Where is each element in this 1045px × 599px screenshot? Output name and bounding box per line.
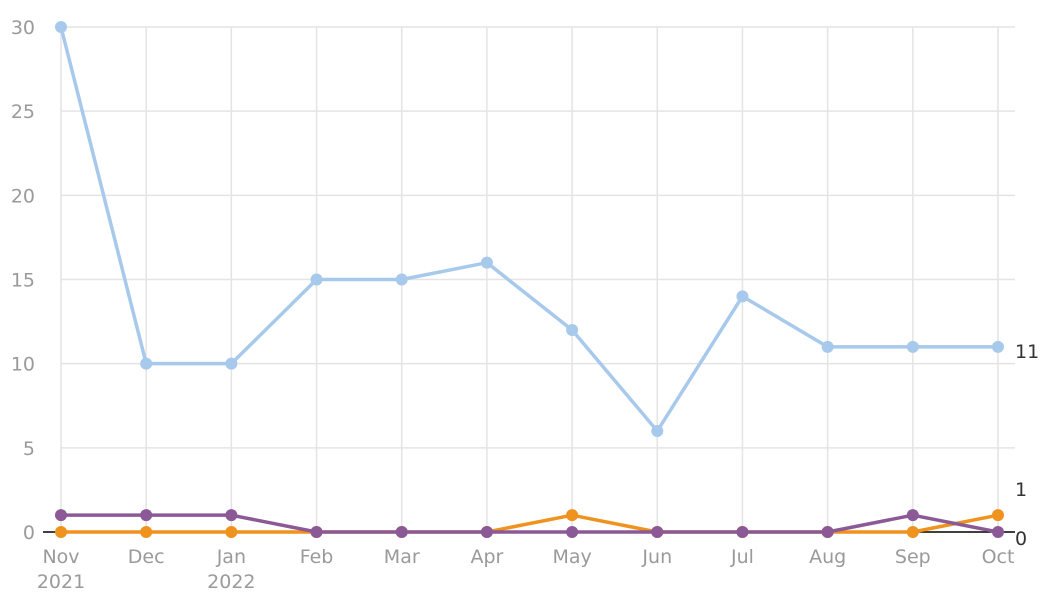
data-point (651, 526, 664, 538)
y-tick-label: 15 (11, 270, 35, 292)
data-point (992, 526, 1004, 538)
x-tick-label: Feb (300, 546, 334, 568)
x-tick-label: Apr (470, 546, 503, 568)
y-axis-ticks: 0 5 10 15 20 25 30 (11, 17, 35, 544)
y-tick-label: 5 (23, 438, 35, 460)
data-point (906, 526, 919, 538)
y-tick-label: 25 (11, 101, 35, 123)
x-tick-label: Nov (42, 546, 79, 568)
data-point (566, 526, 579, 538)
data-point (480, 256, 493, 269)
grid (60, 26, 1015, 532)
data-point (55, 509, 67, 522)
end-value-label: 1 (1015, 479, 1027, 501)
x-axis-ticks: Nov 2021 Dec Jan 2022 Feb Mar Apr May Jun Jul Aug Se… (37, 546, 1015, 593)
data-point (140, 357, 153, 370)
y-tick-label: 10 (11, 354, 35, 376)
data-point (310, 526, 323, 538)
data-point (395, 526, 408, 538)
data-point (821, 340, 834, 353)
data-point (736, 290, 749, 303)
series-1 (55, 21, 1004, 437)
data-point (566, 324, 579, 336)
data-point (140, 509, 153, 522)
data-point (992, 509, 1004, 522)
series-line (59, 513, 1000, 534)
series-line (59, 25, 1000, 433)
x-tick-label: Aug (809, 546, 846, 568)
data-point (225, 509, 238, 522)
data-point (55, 21, 67, 33)
data-point (736, 526, 749, 538)
series-line (59, 513, 1000, 534)
x-tick-label: Mar (384, 546, 420, 568)
data-point (821, 526, 834, 538)
x-tick-label: Dec (128, 546, 165, 568)
x-tick-label: Jun (641, 546, 672, 568)
x-tick-label: Oct (982, 546, 1015, 568)
x-tick-label: May (552, 546, 591, 568)
x-tick-label: Jul (730, 546, 754, 568)
data-point (906, 340, 919, 353)
y-tick-label: 20 (11, 185, 35, 207)
end-value-label: 0 (1015, 528, 1027, 550)
series-3 (55, 509, 1004, 538)
x-tick-year-label: 2022 (207, 571, 255, 593)
data-point (55, 526, 67, 538)
data-point (140, 526, 153, 538)
x-tick-label: Sep (895, 546, 931, 568)
data-point (225, 526, 238, 538)
data-point (566, 509, 579, 522)
data-point (651, 425, 664, 437)
data-point (310, 273, 323, 286)
x-tick-label: Jan (216, 546, 246, 568)
x-tick-year-label: 2021 (37, 571, 85, 593)
data-point (480, 526, 493, 538)
data-point (906, 509, 919, 522)
y-tick-label: 30 (11, 17, 35, 39)
end-value-label: 11 (1015, 341, 1039, 363)
y-tick-label: 0 (23, 522, 35, 544)
data-point (225, 357, 238, 370)
data-point (395, 273, 408, 286)
series-group (55, 21, 1004, 538)
data-point (992, 340, 1004, 353)
